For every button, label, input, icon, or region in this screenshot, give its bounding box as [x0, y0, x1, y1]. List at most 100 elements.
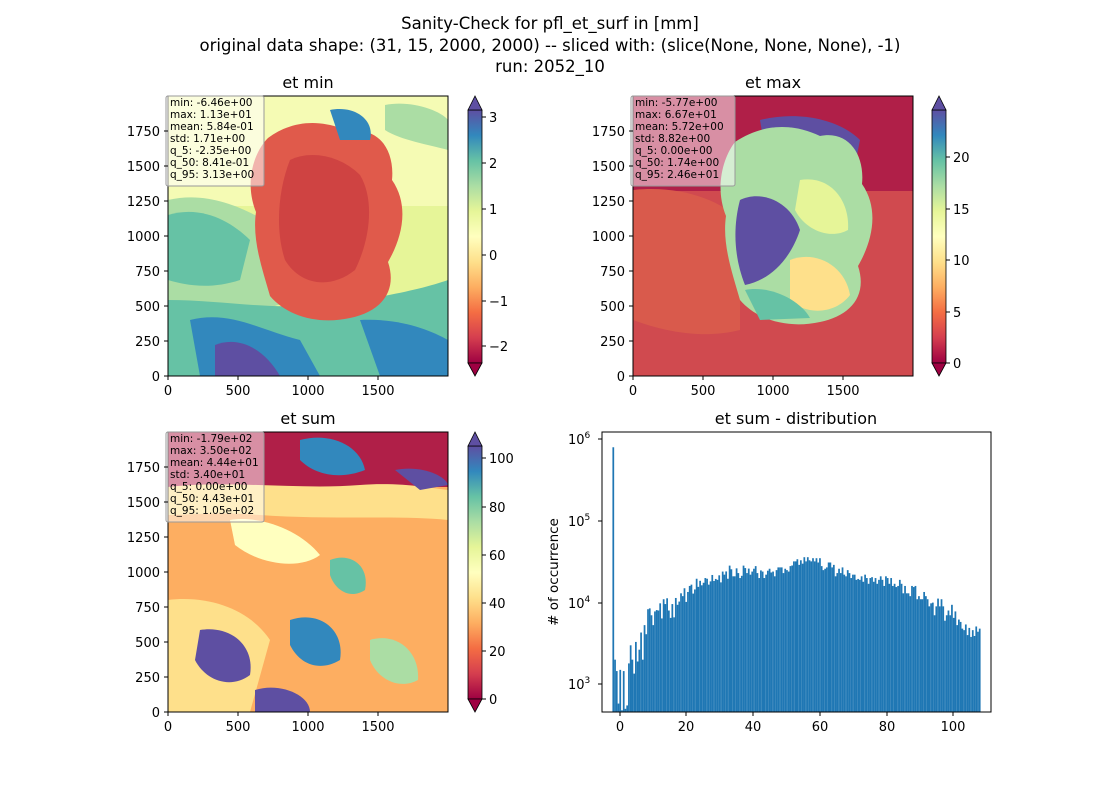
- histogram-bar: [760, 570, 762, 712]
- histogram-bar: [791, 565, 794, 712]
- histogram-bar: [921, 599, 924, 712]
- histogram-bar: [688, 585, 691, 712]
- histogram-bar: [756, 573, 759, 712]
- plot-frame: [601, 431, 992, 713]
- histogram-bar: [628, 663, 630, 712]
- histogram-bar: [977, 631, 979, 712]
- histogram-bar: [739, 578, 741, 712]
- stat-max: max: 6.67e+01: [635, 109, 717, 121]
- y-tick-label: 1000: [127, 566, 160, 581]
- histogram-bar: [749, 574, 752, 712]
- histogram-bar: [829, 562, 832, 712]
- histogram-bar: [855, 579, 858, 712]
- panel-title: et sum: [280, 409, 335, 428]
- histogram-bar: [951, 604, 953, 712]
- histogram-bar: [629, 645, 632, 712]
- colorbar-tick-label: 3: [489, 111, 497, 126]
- histogram-bar: [635, 641, 637, 712]
- histogram-bar: [878, 579, 880, 712]
- histogram-bar: [926, 599, 929, 712]
- histogram-bar: [824, 568, 827, 712]
- colorbar-extend-top: [467, 431, 483, 447]
- histogram-bar: [864, 574, 866, 712]
- histogram-bar: [626, 705, 629, 712]
- histogram-bar: [911, 585, 913, 712]
- x-tick-label: 0: [164, 720, 172, 735]
- histogram-bar: [966, 635, 969, 712]
- histogram-bar: [860, 576, 863, 712]
- histogram-bar: [777, 567, 780, 712]
- histogram-bar: [852, 574, 854, 712]
- stat-mean: mean: 5.84e-01: [170, 121, 254, 133]
- histogram-bar: [883, 585, 886, 712]
- histogram-bar: [751, 571, 754, 712]
- panel-et-max: et max min: -5.77e+00 max: 6.67e+01 mean…: [592, 73, 970, 399]
- histogram-bar: [892, 585, 894, 712]
- histogram-bar: [914, 585, 917, 712]
- histogram-bar: [730, 569, 733, 712]
- y-axis-ticks: 0 250 500 750 1000 1250 1500 1750: [127, 125, 168, 385]
- x-tick-label: 1000: [291, 720, 324, 735]
- histogram-bar: [669, 617, 672, 712]
- histogram-bar: [779, 567, 781, 712]
- colorbar-tick-label: 80: [489, 501, 506, 516]
- histogram-bar: [727, 578, 729, 712]
- histogram-bar: [615, 671, 618, 712]
- histogram-bar: [633, 673, 635, 712]
- x-tick-label: 80: [879, 720, 896, 735]
- histogram-bar: [871, 577, 873, 712]
- histogram-bar: [763, 578, 766, 712]
- y-tick-label: 1750: [127, 125, 160, 140]
- histogram-bar: [655, 610, 658, 712]
- histogram-bar: [956, 625, 959, 712]
- histogram-bar: [958, 619, 960, 712]
- histogram-bar: [793, 561, 795, 712]
- stat-max: max: 1.13e+01: [170, 109, 252, 121]
- histogram-bar: [806, 557, 809, 712]
- y-tick-exponent: 3: [585, 676, 591, 686]
- y-axis-label: # of occurrence: [546, 518, 562, 626]
- histogram-bar: [973, 635, 976, 712]
- y-axis-ticks: 0 250 500 750 1000 1250 1500 1750: [127, 461, 168, 721]
- histogram-bar: [959, 621, 962, 712]
- x-tick-label: 500: [226, 720, 251, 735]
- colorbar-tick-label: −1: [489, 295, 508, 310]
- histogram-bar: [836, 573, 839, 712]
- histogram-bar: [699, 580, 701, 712]
- histogram-bar: [916, 599, 919, 712]
- panel-et-min: et min min: -6.46e+00 max: 1.13e+01 mean…: [127, 73, 508, 399]
- y-tick-label: 500: [600, 300, 625, 315]
- x-tick-label: 0: [629, 384, 637, 399]
- histogram-bar: [798, 564, 800, 712]
- x-axis-ticks: 0 500 1000 1500: [164, 712, 395, 735]
- x-tick-label: 40: [745, 720, 762, 735]
- histogram-bar: [902, 593, 905, 712]
- stat-min: min: -5.77e+00: [635, 97, 717, 109]
- histogram-bar: [815, 558, 818, 712]
- y-tick-exponent: 4: [585, 595, 591, 605]
- histogram-bar: [780, 567, 783, 712]
- histogram-bar: [925, 596, 927, 712]
- y-tick-label: 0: [152, 706, 160, 721]
- histogram-bar: [742, 565, 745, 712]
- histogram-bar: [681, 596, 684, 712]
- colorbar-tick-label: 0: [489, 249, 497, 264]
- histogram-bar: [876, 583, 879, 712]
- histogram-bar: [885, 576, 887, 712]
- histogram-bar: [857, 578, 860, 712]
- histogram-bar: [721, 571, 724, 712]
- colorbar-tick-label: 100: [489, 452, 514, 467]
- histogram-bar: [907, 593, 910, 712]
- y-tick-exponent: 6: [585, 431, 591, 441]
- histogram-bar: [909, 596, 912, 712]
- colorbar-extend-bottom: [467, 698, 483, 713]
- histogram-bar: [963, 630, 965, 712]
- histogram-bar: [614, 659, 616, 712]
- histogram-bar: [617, 703, 620, 712]
- heatmap-image: [168, 96, 448, 376]
- histogram-bar: [744, 568, 747, 712]
- x-axis-ticks: 0 20 40 60 80 100: [616, 712, 965, 735]
- stat-q50: q_50: 8.41e-01: [170, 157, 249, 169]
- x-tick-label: 500: [226, 384, 251, 399]
